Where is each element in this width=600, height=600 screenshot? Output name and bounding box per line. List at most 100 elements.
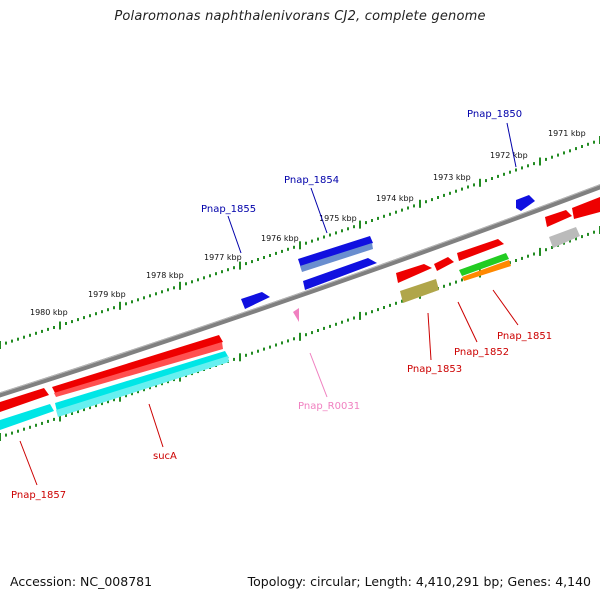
leader-pnap-1852 [457,301,478,343]
inner-tick-12 [71,412,73,415]
gene-blue-lower-arrow[interactable] [303,258,377,290]
outer-tick-55 [329,233,331,237]
inner-tick-0 [0,433,1,441]
outer-tick-3 [17,337,19,341]
outer-tick-88 [527,164,529,168]
accession-text: Accession: NC_008781 [10,574,153,589]
scale-label-1979: 1979 kbp [88,290,126,299]
gene-grey[interactable] [549,227,580,248]
gene-orange[interactable] [462,260,511,281]
inner-tick-20 [119,393,121,402]
gene-sucA-arrow[interactable] [52,335,223,397]
inner-tick-51 [305,333,307,337]
gene-pnap-1852-arrow[interactable] [457,239,504,261]
outer-scale-ticks [0,136,600,349]
outer-tick-40 [239,261,241,270]
gene-pnap-r0031-mark[interactable] [293,308,299,322]
outer-tick-19 [113,306,115,310]
gene-green[interactable] [459,253,509,276]
label-pnap-r0031[interactable]: Pnap_R0031 [298,401,360,412]
scale-label-1974: 1974 kbp [376,194,414,203]
label-pnap-1850[interactable]: Pnap_1850 [467,109,522,120]
outer-tick-8 [47,327,49,331]
outer-tick-4 [23,335,25,339]
outer-tick-6 [35,331,37,335]
outer-tick-80 [479,178,481,187]
inner-tick-52 [311,331,313,335]
leader-pnap-1857 [19,440,38,486]
outer-tick-21 [125,302,127,306]
gene-cyan-large[interactable] [55,351,229,417]
outer-tick-39 [233,266,235,270]
label-sucA[interactable]: sucA [153,451,177,462]
inner-tick-77 [461,278,463,282]
inner-tick-43 [257,349,259,353]
gene-pnap-1855-arrow[interactable] [241,292,270,309]
outer-tick-62 [371,219,373,222]
outer-tick-46 [275,251,277,255]
inner-tick-44 [263,347,265,351]
inner-tick-86 [515,259,517,262]
outer-tick-29 [173,286,175,290]
gene-cyan-left[interactable] [0,404,54,430]
label-pnap-1857[interactable]: Pnap_1857 [11,490,66,501]
outer-tick-95 [569,149,571,153]
label-pnap-1851[interactable]: Pnap_1851 [497,331,552,342]
outer-tick-73 [437,196,439,199]
gene-pnap-1850-arrow[interactable] [516,195,535,211]
scale-label-1980: 1980 kbp [30,308,68,317]
topology-text: Topology: circular; Length: 4,410,291 bp… [247,574,591,589]
inner-tick-2 [11,431,13,435]
outer-tick-37 [221,270,223,274]
inner-tick-1 [5,433,7,437]
gene-pnap-1854-arrow[interactable] [298,236,373,272]
leader-pnap-r0031 [309,352,328,398]
outer-tick-66 [395,210,397,214]
outer-tick-20 [119,301,121,310]
outer-tick-96 [575,147,577,151]
outer-tick-64 [383,214,385,218]
inner-tick-65 [389,303,391,307]
genome-backbone [0,184,600,398]
scale-label-1973: 1973 kbp [433,173,471,182]
scale-label-1972: 1972 kbp [490,151,528,160]
gene-labels: Pnap_1850 Pnap_1854 Pnap_1855 Pnap_1851 … [11,109,552,501]
inner-tick-28 [167,380,169,384]
gene-olive[interactable] [400,279,439,303]
inner-tick-45 [269,345,271,349]
outer-tick-50 [299,241,301,250]
outer-tick-36 [215,272,217,276]
inner-tick-9 [53,417,55,421]
label-pnap-1854[interactable]: Pnap_1854 [284,175,339,186]
outer-tick-68 [407,206,409,210]
leader-pnap-1850 [506,122,517,168]
outer-tick-7 [41,329,43,333]
gene-red-upper-right-arrow[interactable] [545,197,600,227]
inner-tick-64 [383,306,385,309]
gene-pnap-1853-arrow[interactable] [396,264,432,283]
inner-tick-57 [341,320,343,324]
leader-sucA [148,403,164,448]
outer-tick-83 [497,174,499,178]
gene-pnap-1857-arrow[interactable] [0,388,49,412]
inner-tick-95 [569,239,571,243]
scale-label-1971: 1971 kbp [548,129,586,138]
inner-tick-59 [353,316,355,320]
label-pnap-1852[interactable]: Pnap_1852 [454,347,509,358]
label-pnap-1855[interactable]: Pnap_1855 [201,204,256,215]
outer-tick-14 [83,316,85,320]
inner-tick-16 [95,404,97,408]
outer-tick-34 [203,276,205,280]
outer-tick-27 [161,290,163,294]
gene-red-small-arrow[interactable] [434,257,454,271]
outer-tick-75 [449,191,451,195]
outer-tick-56 [335,231,337,235]
inner-tick-46 [275,343,277,347]
outer-tick-67 [401,208,403,212]
label-pnap-1853[interactable]: Pnap_1853 [407,364,462,375]
outer-tick-42 [251,260,253,264]
inner-tick-61 [365,312,367,316]
outer-tick-52 [311,239,313,243]
outer-tick-12 [71,320,73,324]
